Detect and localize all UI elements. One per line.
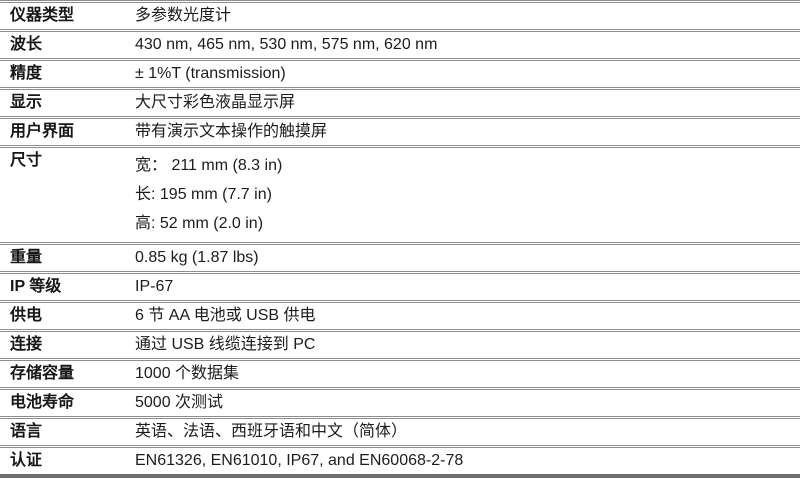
row-value: 英语、法语、西班牙语和中文（简体） (135, 423, 408, 440)
row-label: 存储容量 (10, 365, 75, 382)
table-row: 认证 EN61326, EN61010, IP67, and EN60068-2… (0, 448, 800, 474)
row-label: 尺寸 (10, 152, 43, 169)
row-value: 带有演示文本操作的触摸屏 (135, 123, 328, 140)
row-label: 精度 (10, 65, 43, 82)
row-value: 6 节 AA 电池或 USB 供电 (135, 307, 316, 324)
dimension-line-length: 长: 195 mm (7.7 in) (135, 186, 272, 203)
row-value: 430 nm, 465 nm, 530 nm, 575 nm, 620 nm (135, 36, 438, 53)
table-row: 语言 英语、法语、西班牙语和中文（简体） (0, 419, 800, 448)
row-value: 多参数光度计 (135, 7, 232, 24)
row-label: 波长 (10, 36, 43, 53)
row-value: 宽： 211 mm (8.3 in) 长: 195 mm (7.7 in) 高:… (135, 148, 800, 242)
table-row-dimensions: 尺寸 宽： 211 mm (8.3 in) 长: 195 mm (7.7 in)… (0, 148, 800, 245)
table-row: 仪器类型 多参数光度计 (0, 3, 800, 32)
row-label: 重量 (10, 249, 43, 266)
row-value: ± 1%T (transmission) (135, 65, 286, 82)
row-value: 1000 个数据集 (135, 365, 240, 382)
dimension-line-height: 高: 52 mm (2.0 in) (135, 215, 264, 232)
row-label: 仪器类型 (10, 7, 75, 24)
row-label: 电池寿命 (10, 394, 75, 411)
table-row: 存储容量 1000 个数据集 (0, 361, 800, 390)
table-row: 波长 430 nm, 465 nm, 530 nm, 575 nm, 620 n… (0, 32, 800, 61)
row-value: 大尺寸彩色液晶显示屏 (135, 94, 296, 111)
table-row: 供电 6 节 AA 电池或 USB 供电 (0, 303, 800, 332)
table-row: 电池寿命 5000 次测试 (0, 390, 800, 419)
row-label: 语言 (10, 423, 43, 440)
table-row: 用户界面 带有演示文本操作的触摸屏 (0, 119, 800, 148)
row-label: IP 等级 (10, 278, 62, 295)
row-value: EN61326, EN61010, IP67, and EN60068-2-78 (135, 452, 464, 469)
table-row: IP 等级 IP-67 (0, 274, 800, 303)
row-label: 显示 (10, 94, 43, 111)
row-label: 连接 (10, 336, 43, 353)
row-label: 供电 (10, 307, 43, 324)
table-row: 显示 大尺寸彩色液晶显示屏 (0, 90, 800, 119)
table-row: 精度 ± 1%T (transmission) (0, 61, 800, 90)
dimension-line-width: 宽： 211 mm (8.3 in) (135, 157, 283, 174)
table-row: 重量 0.85 kg (1.87 lbs) (0, 245, 800, 274)
row-value: 5000 次测试 (135, 394, 224, 411)
row-value: IP-67 (135, 278, 174, 295)
table-row: 连接 通过 USB 线缆连接到 PC (0, 332, 800, 361)
row-label: 用户界面 (10, 123, 75, 140)
row-label: 认证 (10, 452, 43, 469)
row-value: 0.85 kg (1.87 lbs) (135, 249, 259, 266)
row-value: 通过 USB 线缆连接到 PC (135, 336, 316, 353)
